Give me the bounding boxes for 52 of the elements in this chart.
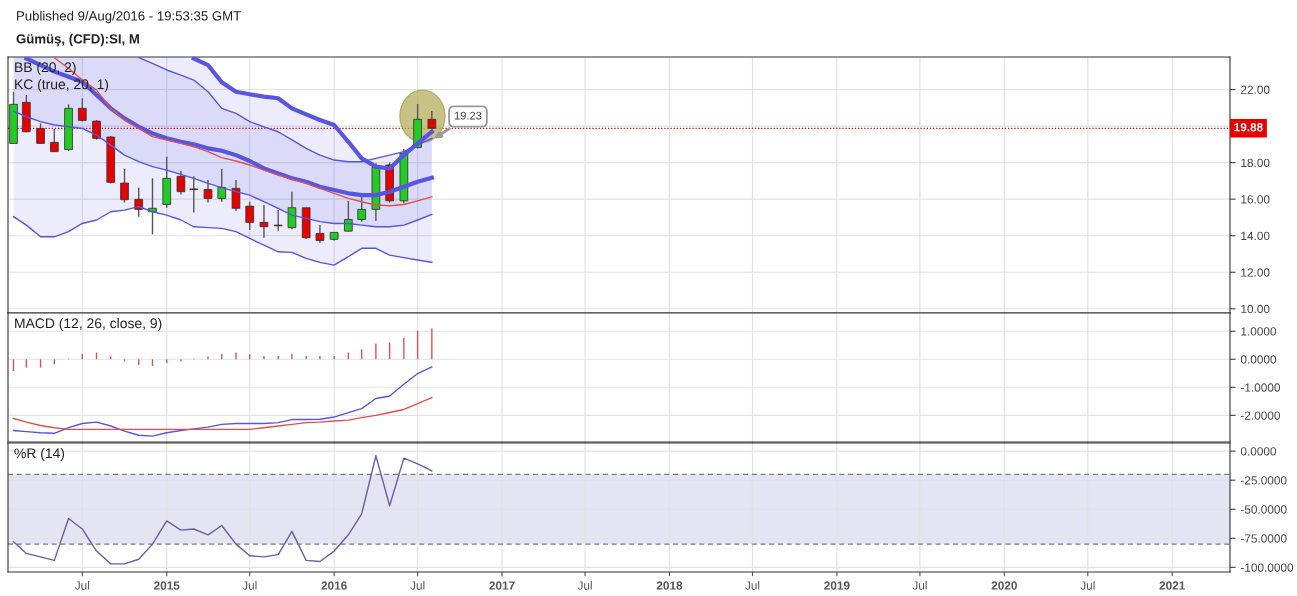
y-tick-label: 1.0000: [1241, 327, 1277, 336]
candlestick: [77, 97, 87, 123]
x-tick-label: Jul: [242, 581, 257, 590]
candlestick: [134, 186, 144, 218]
x-tick-label: 2017: [489, 581, 515, 590]
x-tick-label: Jul: [74, 581, 90, 590]
annotation: MACD (12, 26, close, 9): [15, 318, 162, 331]
line-series: [12, 396, 433, 431]
candlestick: [245, 201, 255, 231]
y-tick-label: 14.00: [1241, 231, 1270, 241]
candlestick: [217, 168, 227, 203]
y-tick-label: 0.0000: [1240, 355, 1277, 364]
x-tick-label: Jul: [410, 581, 425, 590]
candlestick: [120, 168, 129, 204]
y-tick-label: -75.0000: [1240, 534, 1287, 543]
x-tick-label: 2016: [321, 581, 347, 590]
x-tick-label: Jul: [1080, 581, 1095, 590]
y-tick-label: 22.00: [1241, 85, 1270, 94]
candlestick: [176, 170, 186, 196]
x-tick-label: 2015: [153, 581, 180, 590]
y-tick-label: 0.0000: [1240, 447, 1277, 456]
x-tick-label: 2018: [656, 581, 683, 590]
annotation: %R (14): [14, 448, 65, 461]
y-tick-label: 12.00: [1241, 268, 1270, 277]
candlestick: [344, 200, 353, 233]
y-tick-label: 10.00: [1241, 304, 1270, 314]
y-tick-label: 18.00: [1241, 158, 1270, 168]
y-tick-label: -25.0000: [1240, 476, 1287, 485]
x-tick-label: Jul: [577, 581, 592, 590]
candlestick: [259, 204, 269, 239]
y-tick-label: -2.0000: [1240, 411, 1280, 420]
chart-subtitle: Published 9/Aug/2016 - 19:53:35 GMT: [17, 10, 241, 24]
chart-title: Gümüş, (CFD):SI, M: [16, 33, 139, 47]
x-tick-label: 2021: [1159, 581, 1186, 590]
candlestick: [273, 209, 283, 232]
annotation: 19.23: [454, 111, 482, 120]
x-tick-label: Jul: [745, 581, 760, 590]
x-tick-label: 2020: [991, 581, 1017, 590]
x-tick-label: 2019: [824, 581, 850, 590]
candlestick: [287, 190, 297, 230]
candlestick: [231, 179, 241, 212]
candlestick: [203, 179, 213, 204]
y-tick-label: -100.0000: [1240, 563, 1294, 572]
y-tick-label: 16.00: [1241, 195, 1270, 204]
candlestick: [50, 128, 59, 153]
ref-line-label: 19.88: [1234, 123, 1263, 132]
candlestick: [189, 175, 199, 214]
candlestick: [357, 196, 366, 223]
y-tick-label: -1.0000: [1240, 383, 1280, 392]
y-tick-label: -50.0000: [1240, 505, 1287, 514]
x-tick-label: Jul: [912, 581, 927, 590]
line-series: [12, 366, 433, 437]
